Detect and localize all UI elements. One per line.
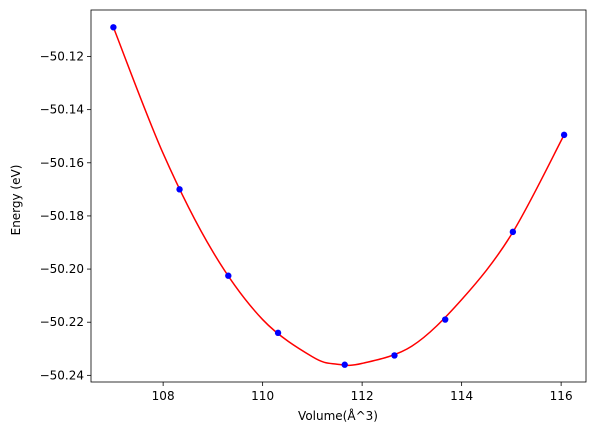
- data-point: [341, 361, 348, 368]
- y-tick-label: −50.24: [40, 368, 84, 382]
- data-point: [225, 272, 232, 279]
- y-tick-label: −50.12: [40, 50, 84, 64]
- axes: 108 110 112 114 116 −50.24 −50.22 −50.20 −50.18 −…: [40, 9, 587, 403]
- data-point: [391, 352, 398, 359]
- plot-frame: [90, 9, 587, 383]
- x-axis-label: Volume(Å^3): [298, 408, 378, 423]
- data-point: [509, 228, 517, 236]
- data-point: [110, 24, 117, 31]
- y-axis-label: Energy (eV): [9, 165, 23, 236]
- y-tick-label: −50.14: [40, 103, 84, 117]
- data-point: [176, 186, 183, 193]
- x-tick-label: 110: [251, 389, 274, 403]
- data-point: [442, 316, 449, 323]
- x-tick-label: 114: [450, 389, 473, 403]
- plot-area: [110, 24, 568, 368]
- x-tick-label: 116: [550, 389, 573, 403]
- x-tick-label: 112: [351, 389, 374, 403]
- data-point: [560, 131, 568, 139]
- x-tick-label: 108: [152, 389, 175, 403]
- data-point: [274, 329, 282, 337]
- y-tick-label: −50.16: [40, 156, 84, 170]
- y-tick-label: −50.18: [40, 209, 84, 223]
- fit-curve-line: [112, 26, 565, 367]
- y-tick-label: −50.20: [40, 262, 84, 276]
- y-tick-label: −50.22: [40, 315, 84, 329]
